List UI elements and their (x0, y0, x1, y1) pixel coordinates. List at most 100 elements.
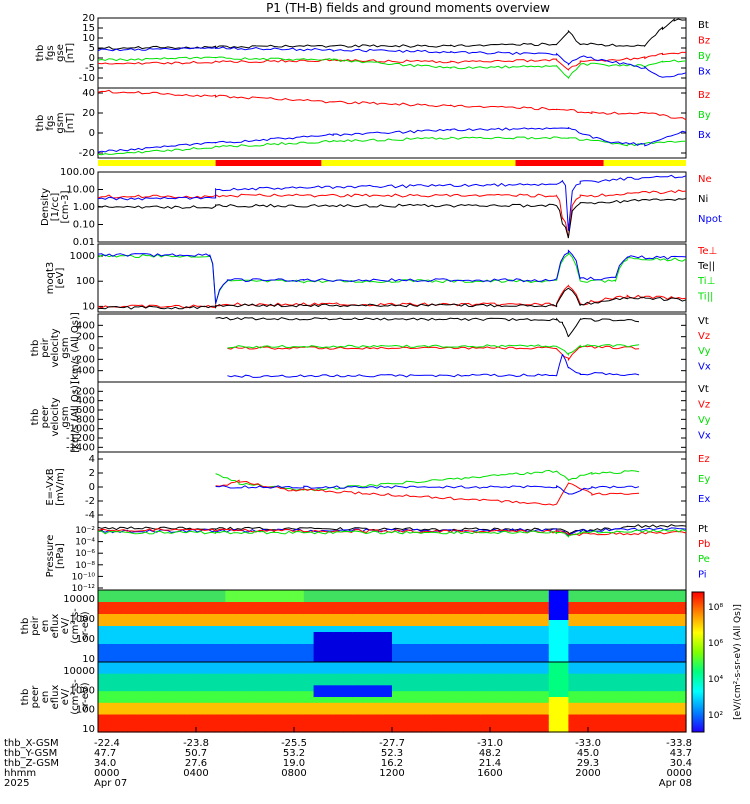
peir-eflux-cell (529, 650, 540, 657)
peer-eflux-cell (117, 662, 128, 669)
peer-eflux-cell (637, 679, 648, 686)
peer-eflux-cell (205, 720, 217, 727)
peir-velocity-ylabel-line: [km/s (All Qs)] (70, 312, 81, 384)
peer-eflux-cell (676, 673, 687, 681)
peer-eflux-cell (382, 691, 393, 698)
pressure-series-Pt (97, 524, 687, 535)
peer-eflux-cell (450, 720, 462, 727)
temperature-frame (97, 243, 687, 313)
peer-eflux-cell (137, 685, 148, 692)
peer-eflux-cell (499, 662, 511, 669)
peir-velocity-legend-Vx: Vx (698, 361, 711, 372)
peer-eflux-cell (470, 662, 481, 669)
peer-eflux-cell (254, 685, 266, 692)
peir-eflux-cell (578, 620, 589, 627)
peir-eflux-cell (382, 656, 393, 663)
peir-eflux-cell (382, 632, 393, 639)
peir-eflux-cell (656, 608, 667, 615)
peer-eflux-cell (127, 720, 138, 727)
ephem-value: 43.7 (670, 748, 692, 759)
peir-eflux-cell (490, 614, 501, 621)
peer-eflux-cell (558, 691, 569, 698)
peir-eflux-cell (352, 590, 364, 597)
peer-eflux-cell (137, 662, 148, 669)
peir-eflux-cell (656, 620, 667, 627)
peir-eflux-cell (382, 638, 393, 645)
peer-eflux-cell (186, 726, 197, 733)
peir-eflux-cell (205, 656, 217, 663)
peer-eflux-cell (431, 691, 442, 698)
peir-eflux-cell (509, 596, 520, 603)
peir-eflux-cell (352, 650, 364, 657)
peer-eflux-cell (539, 673, 550, 681)
peir-eflux-cell (470, 632, 481, 639)
peir-eflux-cell (107, 644, 119, 651)
peer-eflux-cell (127, 714, 138, 721)
peir-eflux-cell (539, 638, 550, 645)
peir-eflux-cell (137, 644, 148, 651)
ephem-row-label: 2025 (4, 778, 29, 789)
peir-eflux-cell (646, 656, 658, 663)
peer-eflux-cell (225, 679, 236, 686)
peir-eflux-cell (637, 590, 648, 597)
peir-eflux-cell (431, 602, 442, 609)
peir-eflux-cell (362, 596, 373, 603)
peir-eflux-cell (254, 656, 266, 663)
peir-eflux-cell (147, 632, 158, 639)
peer-velocity-ytick-label: -1400 (66, 442, 95, 453)
peir-eflux-cell (117, 632, 128, 639)
peer-eflux-cell (568, 685, 579, 692)
peir-eflux-cell (107, 632, 119, 639)
peir-eflux-cell (117, 620, 128, 627)
peir-eflux-cell (294, 632, 305, 639)
peir-eflux-cell (646, 626, 658, 633)
peer-eflux-cell (196, 708, 207, 716)
peer-eflux-cell (245, 662, 256, 669)
peir-eflux-cell (382, 602, 393, 609)
peer-eflux-cell (156, 667, 168, 675)
peir-eflux-cell (411, 608, 422, 615)
peer-eflux-cell (215, 667, 226, 675)
peir-eflux-cell (264, 590, 275, 597)
peer-eflux-cell (107, 720, 119, 727)
peer-eflux-cell (519, 708, 530, 716)
peir-eflux-cell (107, 602, 119, 609)
peer-eflux-cell (107, 691, 119, 698)
peer-eflux-cell (617, 726, 628, 733)
ephem-row-label: thb_Y-GSM (4, 748, 57, 759)
peer-eflux-cell (607, 679, 618, 686)
peir-eflux-cell (372, 602, 383, 609)
peir-eflux-cell (460, 656, 471, 663)
peer-eflux-cell (588, 662, 599, 669)
peer-eflux-cell (568, 667, 579, 675)
peer-eflux-cell (646, 685, 658, 692)
peir-eflux-cell (548, 596, 560, 603)
peer-eflux-cell (176, 691, 187, 698)
peer-eflux-cell (235, 691, 246, 698)
peir-eflux-cell (490, 590, 501, 597)
peir-eflux-cell (117, 596, 128, 603)
peer-eflux-cell (401, 662, 413, 669)
peer-eflux-cell (147, 708, 158, 716)
ephem-value: Apr 08 (659, 778, 692, 789)
peer-eflux-cell (509, 673, 520, 681)
peer-eflux-cell (548, 720, 560, 727)
peer-eflux-cell (411, 708, 422, 716)
peir-eflux-cell (362, 656, 373, 663)
peir-eflux-cell (401, 650, 413, 657)
peir-eflux-cell (352, 602, 364, 609)
peir-eflux-cell (392, 632, 403, 639)
peir-eflux-cell (245, 626, 256, 633)
peer-eflux-cell (441, 726, 452, 733)
peir-eflux-cell (205, 638, 217, 645)
peir-eflux-cell (470, 650, 481, 657)
peer-velocity-ytick-label: -400 (72, 396, 95, 407)
peir-eflux-cell (470, 608, 481, 615)
peer-eflux-cell (147, 667, 158, 675)
peir-eflux-cell (98, 638, 109, 645)
ephem-value: -25.5 (281, 738, 307, 749)
peir-eflux-cell (666, 626, 677, 633)
peir-eflux-cell (588, 614, 599, 621)
peer-eflux-cell (196, 691, 207, 698)
peir-eflux-cell (215, 638, 226, 645)
